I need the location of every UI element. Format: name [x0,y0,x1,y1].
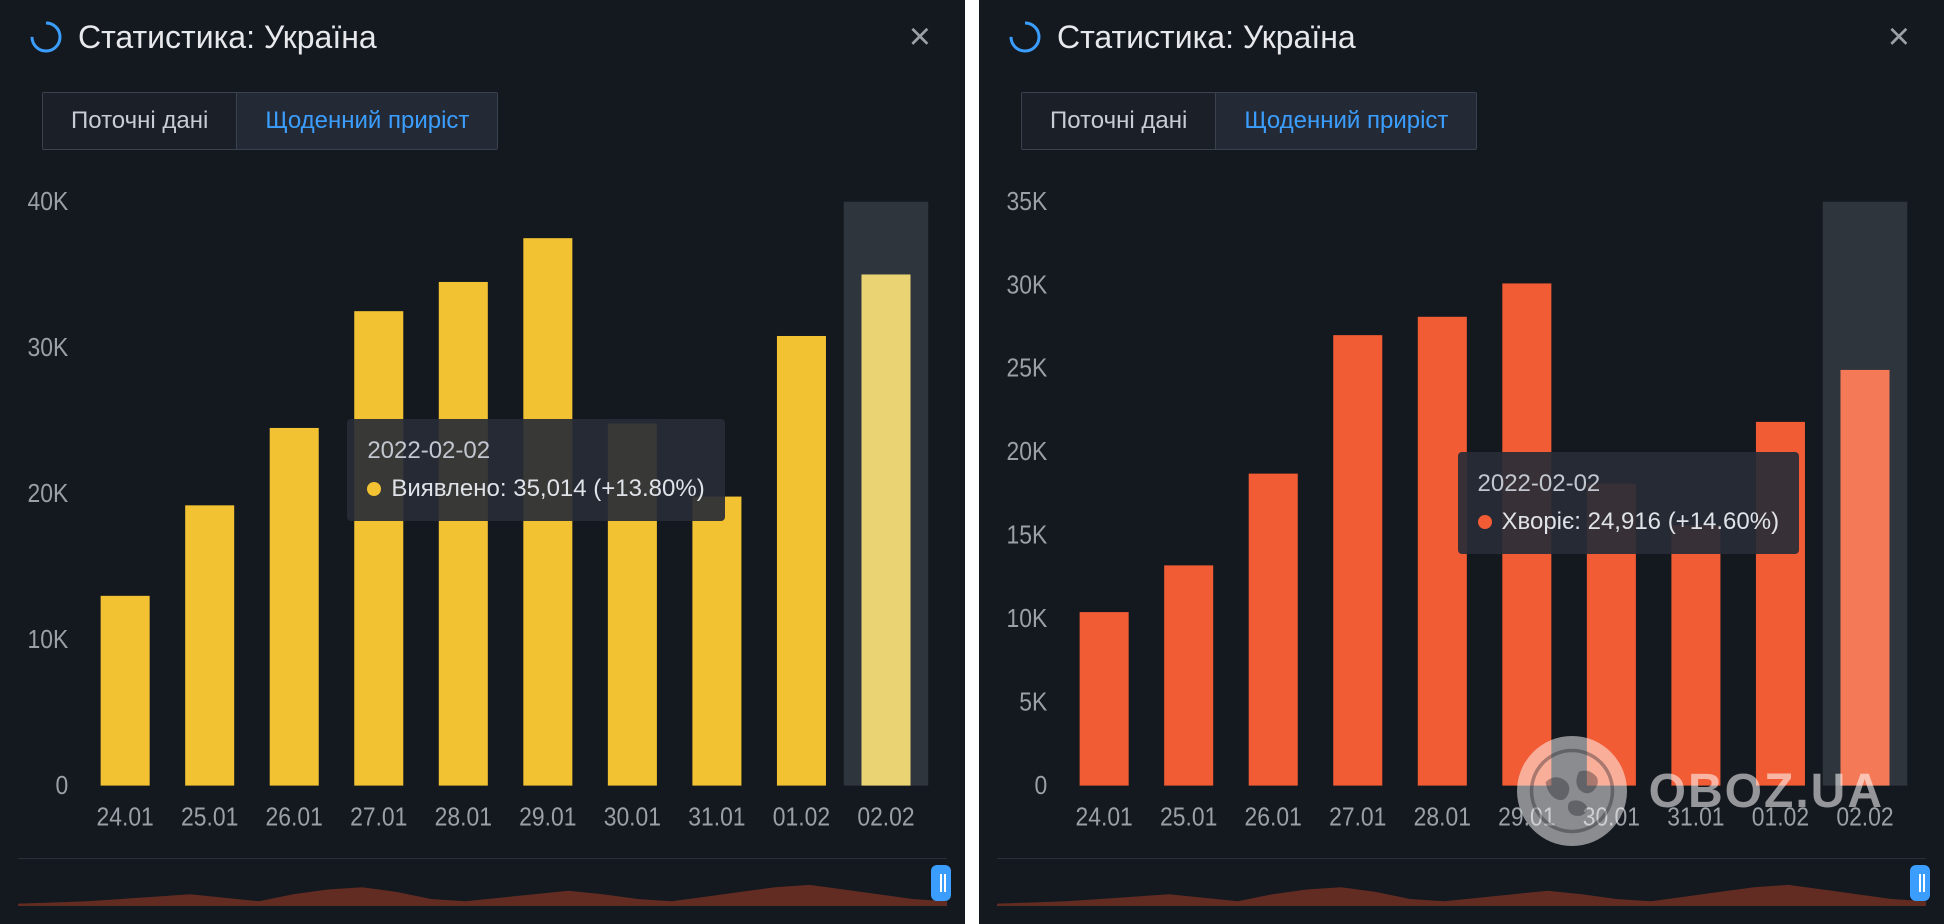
bar[interactable] [1671,525,1720,785]
panel-header: Статистика: Україна × [979,0,1944,64]
y-tick-label: 15K [1007,521,1048,550]
bar[interactable] [777,336,826,786]
tooltip-date: 2022-02-02 [1478,466,1780,502]
x-tick-label: 28.01 [435,803,492,832]
stats-panel-sick: Статистика: Україна × Поточні дані Щоден… [979,0,1944,924]
tooltip-dot-icon [367,482,381,496]
x-tick-label: 24.01 [1075,803,1132,832]
y-tick-label: 20K [28,480,69,509]
tooltip-text: Хворіє: 24,916 (+14.60%) [1502,504,1780,540]
mini-timeline[interactable] [997,859,1926,906]
chart-area: 0 10K 20K 30K 40K 24.01 25.01 26.01 27.01 28.01 29… [10,190,947,844]
bar[interactable] [439,282,488,786]
tab-daily-growth[interactable]: Щоденний приріст [237,93,497,149]
bar[interactable] [101,596,150,786]
mini-timeline-container [997,858,1926,906]
y-tick-label: 40K [28,190,69,216]
x-tick-label: 02.02 [857,803,914,832]
x-tick-label: 24.01 [96,803,153,832]
stats-panel-detected: Статистика: Україна × Поточні дані Щоден… [0,0,965,924]
tab-group: Поточні дані Щоденний приріст [1021,92,1477,150]
panel-title: Статистика: Україна [1057,19,1356,56]
chart-tooltip: 2022-02-02 Хворіє: 24,916 (+14.60%) [1458,452,1800,554]
y-tick-label: 10K [1007,605,1048,634]
close-icon[interactable]: × [903,18,937,56]
tooltip-dot-icon [1478,515,1492,529]
x-tick-label: 02.02 [1836,803,1893,832]
bar[interactable] [1080,612,1129,786]
y-tick-label: 10K [28,626,69,655]
chart-tooltip: 2022-02-02 Виявлено: 35,014 (+13.80%) [347,419,724,521]
mini-timeline[interactable] [18,859,947,906]
pie-chart-icon [1007,19,1043,55]
tooltip-text: Виявлено: 35,014 (+13.80%) [391,471,704,507]
y-tick-label: 30K [1007,271,1048,300]
x-tick-label: 30.01 [1583,803,1640,832]
bar[interactable] [354,311,403,785]
y-tick-label: 35K [1007,190,1048,216]
panel-title: Статистика: Україна [78,19,377,56]
x-tick-label: 26.01 [266,803,323,832]
pie-chart-icon [28,19,64,55]
y-tick-label: 0 [1035,772,1048,801]
bar[interactable] [1249,474,1298,786]
mini-timeline-container [18,858,947,906]
x-tick-label: 01.02 [1752,803,1809,832]
tab-current-data[interactable]: Поточні дані [43,93,237,149]
x-tick-label: 29.01 [1498,803,1555,832]
x-tick-label: 31.01 [1667,803,1724,832]
y-tick-label: 20K [1007,438,1048,467]
x-tick-label: 25.01 [181,803,238,832]
x-tick-label: 27.01 [350,803,407,832]
x-tick-label: 28.01 [1414,803,1471,832]
x-tick-label: 29.01 [519,803,576,832]
tab-daily-growth[interactable]: Щоденний приріст [1216,93,1476,149]
tab-current-data[interactable]: Поточні дані [1022,93,1216,149]
x-tick-label: 31.01 [688,803,745,832]
bar[interactable] [1333,335,1382,785]
y-tick-label: 5K [1019,688,1047,717]
bar[interactable] [270,428,319,786]
x-tick-label: 30.01 [604,803,661,832]
bar[interactable] [185,505,234,785]
tooltip-date: 2022-02-02 [367,433,704,469]
x-tick-label: 25.01 [1160,803,1217,832]
bar[interactable] [1164,565,1213,785]
x-tick-label: 01.02 [773,803,830,832]
y-tick-label: 25K [1007,355,1048,384]
chart-area: 0 5K 10K 15K 20K 25K 30K 35K 24.01 25.01 26.01 27.0… [989,190,1926,844]
panel-header: Статистика: Україна × [0,0,965,64]
timeline-handle-icon[interactable] [931,865,951,901]
y-tick-label: 30K [28,334,69,363]
pie-chart-icon [28,19,64,55]
x-tick-label: 26.01 [1245,803,1302,832]
pie-chart-icon [1007,19,1043,55]
bar[interactable] [692,497,741,786]
close-icon[interactable]: × [1882,18,1916,56]
bar[interactable] [861,274,910,785]
x-tick-label: 27.01 [1329,803,1386,832]
y-tick-label: 0 [56,772,69,801]
timeline-handle-icon[interactable] [1910,865,1930,901]
tab-group: Поточні дані Щоденний приріст [42,92,498,150]
bar[interactable] [1840,370,1889,786]
